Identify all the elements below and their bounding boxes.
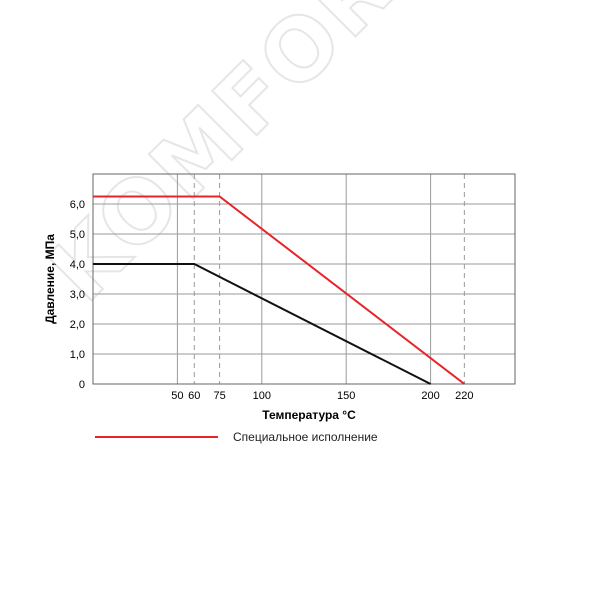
series — [93, 195, 466, 385]
reference-dash-lines — [193, 174, 465, 384]
x-tick-label: 200 — [421, 390, 439, 402]
y-axis-label: Давление, МПа — [43, 234, 57, 324]
y-tick-label: 4,0 — [70, 259, 85, 271]
y-tick-label: 0 — [79, 379, 85, 391]
series-line-standard — [93, 263, 432, 385]
legend: Специальное исполнение — [95, 430, 378, 444]
y-tick-label: 1,0 — [70, 349, 85, 361]
series-line-special — [93, 195, 466, 385]
x-tick-label: 75 — [213, 390, 225, 402]
x-tick-label: 60 — [188, 390, 200, 402]
x-tick-label: 50 — [171, 390, 183, 402]
y-tick-label: 3,0 — [70, 289, 85, 301]
grid — [93, 173, 515, 384]
y-tick-labels: 0 1,0 2,0 3,0 4,0 5,0 6,0 — [70, 199, 85, 391]
y-tick-label: 5,0 — [70, 229, 85, 241]
legend-label-special: Специальное исполнение — [233, 430, 378, 444]
x-tick-labels: 50 60 75 100 150 200 220 — [171, 390, 473, 402]
y-tick-label: 2,0 — [70, 319, 85, 331]
x-tick-label: 150 — [337, 390, 355, 402]
plot-frame — [92, 173, 516, 385]
x-tick-label: 100 — [253, 390, 271, 402]
y-tick-label: 6,0 — [70, 199, 85, 211]
x-tick-label: 220 — [455, 390, 473, 402]
x-axis-label: Температура °С — [262, 408, 356, 422]
